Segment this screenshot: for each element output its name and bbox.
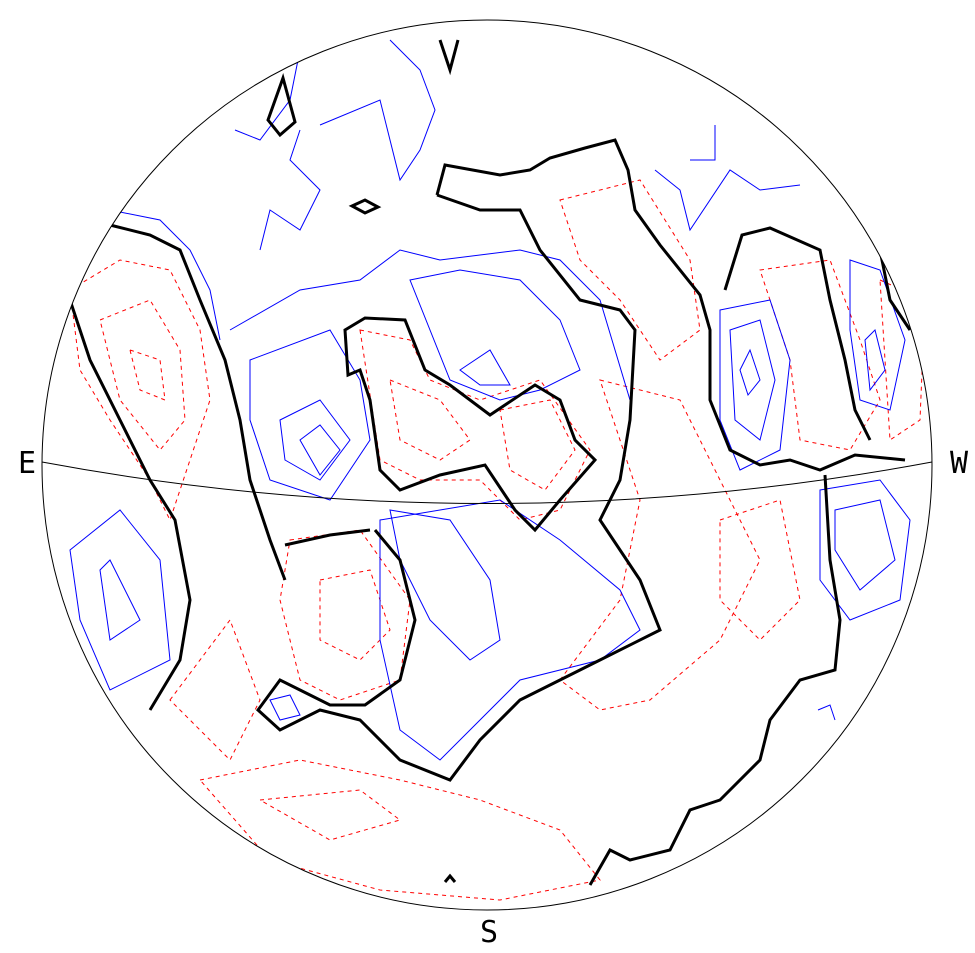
west-label: W [950,446,969,481]
sphere-outline [41,19,933,911]
zero-contours [68,39,912,886]
east-label: E [18,446,36,481]
contours [68,39,926,901]
negative-contours [69,179,926,901]
equator [41,461,933,504]
south-label: S [480,915,498,950]
positive-contours [69,39,911,761]
